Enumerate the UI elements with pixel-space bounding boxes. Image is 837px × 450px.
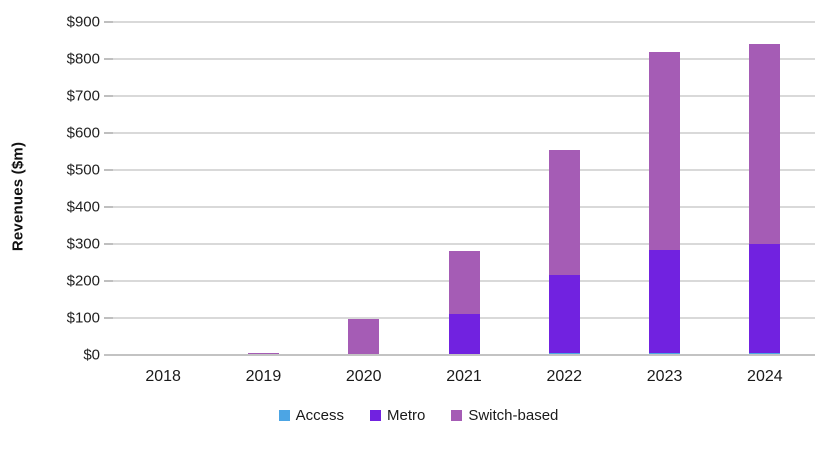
y-axis-tick: [104, 169, 113, 171]
y-gridline: [113, 243, 815, 245]
y-axis-tick: [104, 21, 113, 23]
y-gridline: [113, 21, 815, 23]
y-tick-label: $800: [66, 50, 100, 68]
bar-segment-switch-based-2020: [348, 319, 380, 355]
x-tick-label-2022: 2022: [546, 368, 583, 385]
y-axis-tick: [104, 280, 113, 282]
y-tick-label: $900: [66, 13, 100, 31]
legend-label: Switch-based: [468, 407, 559, 424]
bar-segment-metro-2024: [749, 244, 781, 354]
bar-stack-2022: [548, 22, 580, 355]
x-tick-label-2018: 2018: [145, 368, 181, 385]
y-tick-label: $700: [66, 87, 100, 105]
legend-label: Access: [295, 407, 344, 424]
legend-swatch-icon: [369, 410, 381, 421]
x-tick-label-2020: 2020: [345, 368, 382, 385]
bar-segment-switch-based-2023: [649, 51, 681, 250]
legend-swatch-icon: [278, 410, 290, 421]
y-axis-tick: [104, 317, 113, 319]
y-axis-tick: [104, 132, 113, 134]
y-axis-tick: [104, 243, 113, 245]
y-tick-label: $200: [66, 272, 100, 290]
bar-stack-2023: [649, 22, 681, 355]
y-axis-tick: [104, 58, 113, 60]
bar-segment-metro-2023: [649, 249, 681, 354]
bar-stack-2020: [348, 22, 380, 355]
legend-item-switch-based: Switch-based: [451, 407, 558, 424]
y-gridline: [113, 58, 815, 60]
bar-stack-2021: [448, 22, 480, 355]
y-gridline: [113, 132, 815, 134]
y-gridline: [113, 95, 815, 97]
bar-stack-2018: [148, 22, 179, 355]
x-axis-line: [104, 354, 815, 356]
legend-swatch-icon: [451, 410, 463, 421]
x-tick-label-2024: 2024: [747, 368, 783, 385]
y-gridline: [113, 169, 815, 171]
bar-segment-switch-based-2021: [448, 251, 480, 315]
y-axis-tick: [104, 206, 113, 208]
bar-stack-2024: [749, 22, 781, 355]
y-tick-label: $0: [83, 346, 100, 364]
y-tick-label: $600: [66, 124, 100, 142]
y-tick-label: $400: [66, 198, 100, 216]
x-tick-label-2019: 2019: [245, 368, 282, 385]
bar-segment-switch-based-2024: [749, 44, 781, 244]
y-axis-tick: [104, 95, 113, 97]
x-tick-label-2023: 2023: [646, 368, 683, 385]
y-tick-label: $500: [66, 161, 100, 179]
bar-segment-switch-based-2022: [548, 149, 580, 276]
bar-segment-metro-2021: [448, 314, 480, 355]
bar-segment-metro-2022: [548, 275, 580, 354]
legend-item-metro: Metro: [369, 407, 426, 424]
legend-label: Metro: [386, 407, 426, 424]
bar-stack-2019: [247, 22, 279, 355]
x-tick-label-2021: 2021: [446, 368, 482, 385]
legend: Access Metro Switch-based: [0, 407, 837, 424]
y-gridline: [113, 206, 815, 208]
y-tick-label: $300: [66, 235, 100, 253]
y-tick-label: $100: [66, 309, 100, 327]
legend-item-access: Access: [278, 407, 344, 424]
y-axis-title: Revenues ($m): [9, 141, 27, 252]
